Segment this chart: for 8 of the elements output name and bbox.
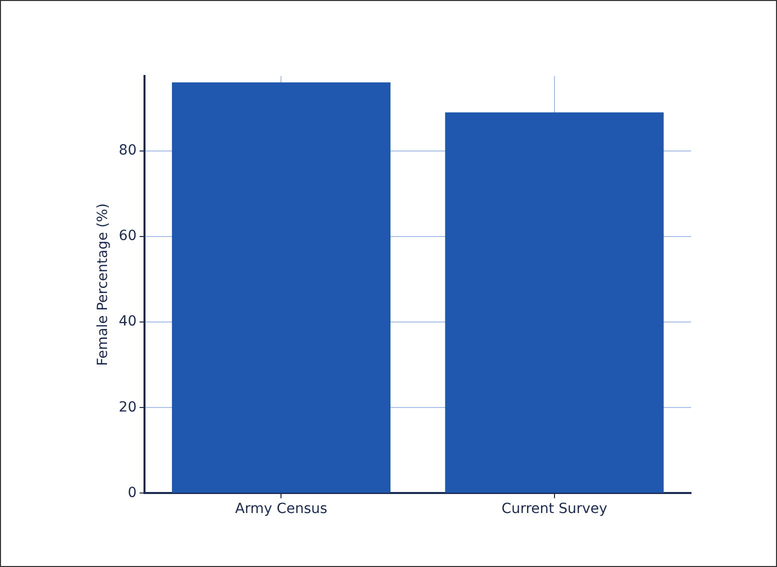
y-tick-label: 0 <box>128 484 137 501</box>
y-tick-label: 80 <box>118 142 137 159</box>
x-tick-label: Current Survey <box>502 501 608 518</box>
y-tick-label: 40 <box>118 314 137 330</box>
y-tick-label: 60 <box>118 228 137 244</box>
y-tick-label: 20 <box>118 399 137 416</box>
x-tick-label: Army Census <box>235 501 328 518</box>
y-axis-title: Female Percentage (%) <box>95 203 112 366</box>
